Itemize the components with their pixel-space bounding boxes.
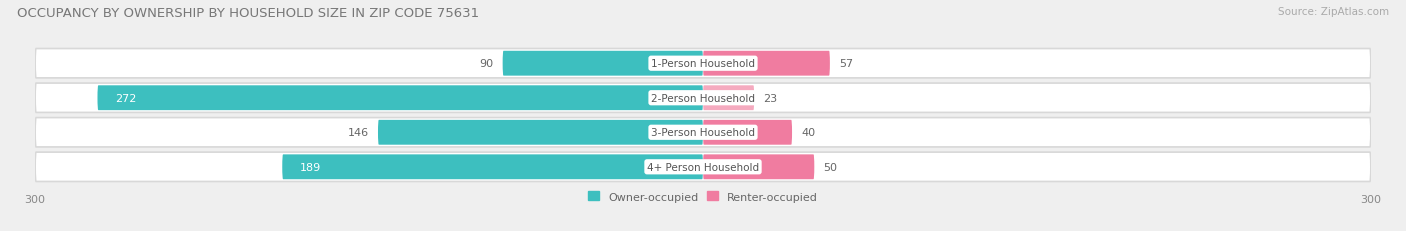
Text: 40: 40 (801, 128, 815, 138)
FancyBboxPatch shape (378, 120, 703, 145)
FancyBboxPatch shape (703, 52, 830, 76)
FancyBboxPatch shape (283, 155, 703, 179)
Text: Source: ZipAtlas.com: Source: ZipAtlas.com (1278, 7, 1389, 17)
FancyBboxPatch shape (35, 84, 1371, 113)
Text: 23: 23 (763, 93, 778, 103)
Text: 90: 90 (479, 59, 494, 69)
Text: 50: 50 (823, 162, 837, 172)
Text: 272: 272 (115, 93, 136, 103)
Text: 1-Person Household: 1-Person Household (651, 59, 755, 69)
FancyBboxPatch shape (35, 49, 1371, 79)
Text: 57: 57 (839, 59, 853, 69)
FancyBboxPatch shape (703, 86, 754, 111)
Legend: Owner-occupied, Renter-occupied: Owner-occupied, Renter-occupied (583, 187, 823, 206)
Text: 3-Person Household: 3-Person Household (651, 128, 755, 138)
FancyBboxPatch shape (703, 120, 792, 145)
Text: 2-Person Household: 2-Person Household (651, 93, 755, 103)
Text: 189: 189 (299, 162, 322, 172)
FancyBboxPatch shape (35, 118, 1371, 147)
Text: 146: 146 (347, 128, 368, 138)
FancyBboxPatch shape (502, 52, 703, 76)
FancyBboxPatch shape (97, 86, 703, 111)
Text: 4+ Person Household: 4+ Person Household (647, 162, 759, 172)
Text: OCCUPANCY BY OWNERSHIP BY HOUSEHOLD SIZE IN ZIP CODE 75631: OCCUPANCY BY OWNERSHIP BY HOUSEHOLD SIZE… (17, 7, 479, 20)
FancyBboxPatch shape (35, 152, 1371, 182)
FancyBboxPatch shape (703, 155, 814, 179)
